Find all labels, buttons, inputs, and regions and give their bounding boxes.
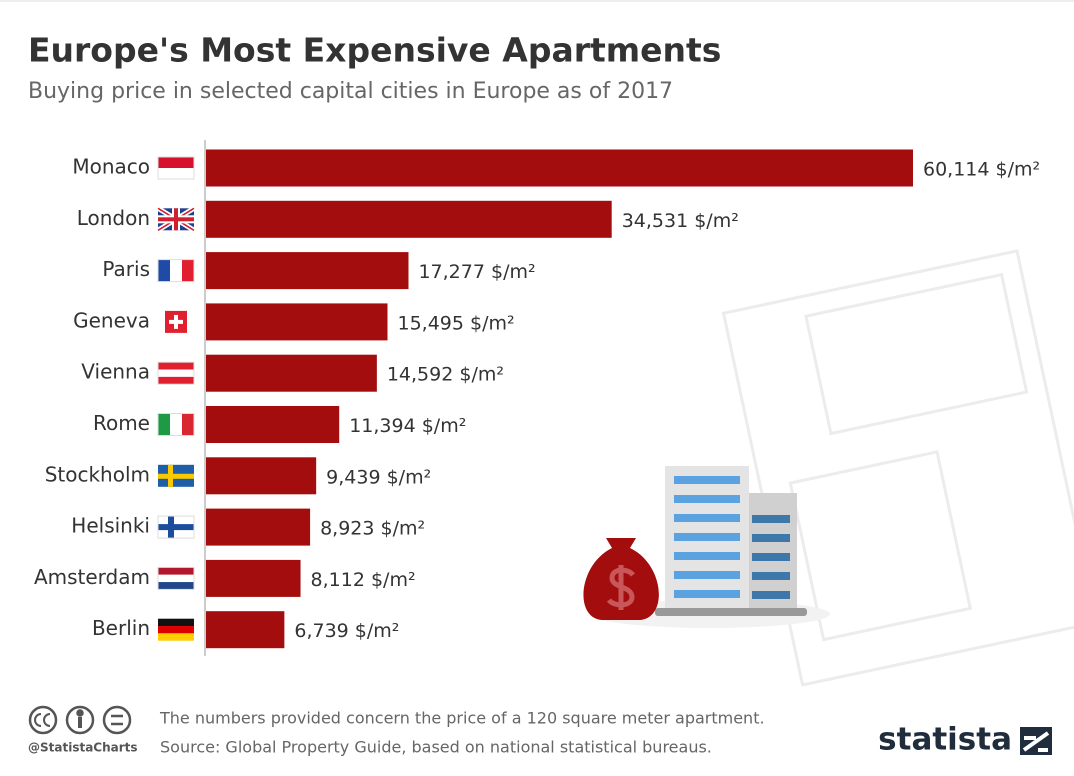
bar [205,354,377,392]
value-label: 15,495 $/m² [397,312,514,334]
value-label: 8,112 $/m² [311,569,416,591]
flag-part [158,376,194,385]
value-label: 9,439 $/m² [326,466,431,488]
category-label: Helsinki [71,514,150,538]
flag-border [157,566,195,590]
bar [205,252,409,290]
value-label: 6,739 $/m² [294,620,399,642]
value-label: 11,394 $/m² [349,415,466,437]
value-label: 8,923 $/m² [320,518,425,540]
flag-part [170,259,182,282]
plot-area: Monaco 60,114 $/m² London 34,531 $/m² Paris 1… [34,149,1040,649]
chart-title: Europe's Most Expensive Apartments [28,31,721,70]
handle: @StatistaCharts [28,741,138,755]
flag-part [158,618,194,627]
flag-border [157,361,195,385]
category-label: Berlin [92,616,150,640]
bar [205,200,612,238]
flag-icon [158,464,194,487]
flag-part [158,473,194,479]
flag-part [158,369,194,377]
building-icon [583,466,830,628]
value-label: 34,531 $/m² [622,210,739,232]
value-label: 60,114 $/m² [923,159,1040,181]
flag-icon [157,413,195,436]
bar [205,149,913,187]
flag-part [182,259,194,282]
flag-icon [157,156,195,180]
chart-subtitle: Buying price in selected capital cities … [28,79,673,104]
flag-border [157,413,195,436]
brand-mark [1020,727,1052,755]
flag-part [158,574,194,583]
category-label: Stockholm [45,462,150,486]
flag-icon [158,618,194,641]
flag-part [158,567,194,575]
bar [205,508,311,546]
bar [205,457,317,495]
category-label: Amsterdam [34,565,150,589]
flag-part [158,582,194,590]
flag-icon [156,206,196,233]
flag-part [158,362,194,370]
flag-part [158,413,170,436]
flag-part [158,524,194,531]
source: Source: Global Property Guide, based on … [160,738,712,757]
category-label: Geneva [73,308,150,332]
flag-border [157,515,195,539]
brand-logo: statista [878,722,1012,758]
flag-part [182,413,194,436]
flag-icon [157,361,195,385]
category-label: Monaco [72,155,150,179]
bar [205,611,285,649]
category-label: Vienna [81,360,150,384]
flag-icon [157,259,195,283]
bar [205,303,388,341]
flag-part [169,319,183,324]
bar [205,559,301,597]
value-label: 14,592 $/m² [387,364,504,386]
value-label: 17,277 $/m² [418,261,535,283]
flag-part [158,168,194,179]
flag-part [158,157,194,168]
flag-part [158,626,194,634]
flag-icon [157,566,195,590]
flag-part [158,259,170,282]
flag-part [158,217,194,222]
category-label: Paris [102,257,150,281]
flag-icon [165,310,187,333]
category-label: London [77,206,150,230]
flag-border [157,156,195,180]
note: The numbers provided concern the price o… [159,709,765,728]
license-icons [28,705,132,735]
flag-icon [157,515,195,539]
bar [205,406,340,443]
flag-border [157,259,195,283]
flag-part [170,413,182,436]
flag-part [158,633,194,641]
category-label: Rome [93,411,150,435]
